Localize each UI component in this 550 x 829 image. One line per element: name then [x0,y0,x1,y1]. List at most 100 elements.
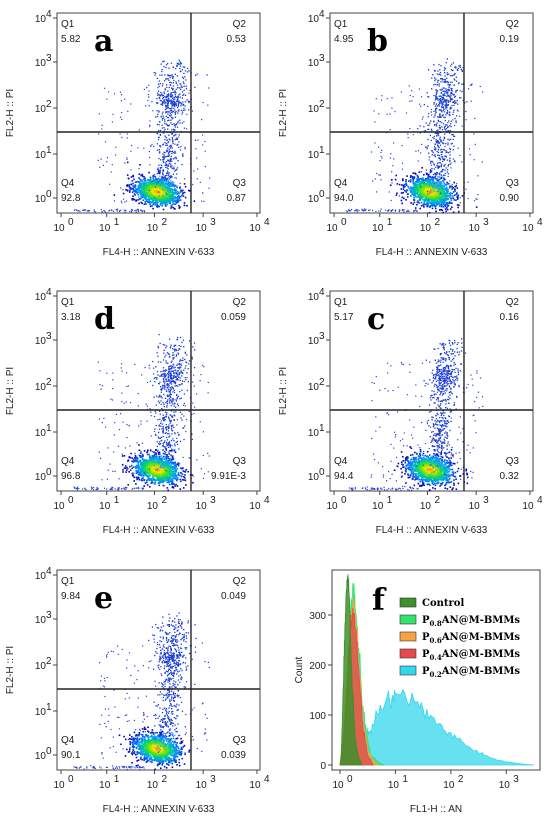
data-point [420,181,423,184]
data-point [420,196,422,198]
data-point [442,158,444,160]
data-point [167,113,169,115]
data-point [155,179,157,182]
data-point [176,199,178,201]
data-point [143,485,145,487]
data-point [139,198,141,200]
data-point [140,183,143,186]
data-point [435,92,438,94]
data-point [175,483,177,486]
data-point [170,82,172,84]
x-tick-label: 10 [147,223,159,234]
data-point [462,99,464,101]
data-point [171,74,173,76]
data-point [149,181,152,183]
data-point [452,197,455,199]
y-axis-title: FL2-H :: PI [5,89,16,137]
data-point [427,175,430,178]
data-point [440,174,442,176]
data-point [439,113,441,115]
data-point [167,107,169,109]
y-tick-exponent: 1 [319,145,325,156]
data-point [444,172,446,174]
data-point [413,189,416,192]
data-point [162,101,164,104]
data-point [170,176,172,178]
data-point [423,194,425,196]
data-point [174,113,176,115]
data-point [122,192,125,195]
data-point [442,178,444,180]
data-point [439,176,441,179]
data-point [161,103,163,105]
data-point [433,103,435,105]
data-point [143,180,145,182]
data-point [440,140,443,143]
data-point [170,158,172,160]
data-point [401,144,403,147]
data-point [162,186,164,189]
data-point [425,169,427,171]
data-point [356,209,358,211]
data-point [440,196,443,198]
data-point [434,182,436,185]
data-point [440,149,442,151]
data-point [151,179,154,182]
data-point [166,487,169,489]
data-point [413,198,415,201]
data-point [151,459,153,461]
data-point [444,81,447,83]
data-point [440,109,442,112]
data-point [121,463,124,466]
data-point [98,113,100,115]
data-point [446,103,448,105]
data-point [437,187,439,189]
data-point [423,178,425,181]
data-point [437,183,439,186]
data-point [441,126,443,128]
data-point [148,469,151,472]
data-point [440,188,442,191]
data-point [163,179,166,182]
x-tick-exponent: 4 [264,217,270,228]
data-point [153,186,155,189]
data-point [444,187,447,190]
data-point [173,189,176,191]
data-point [156,203,158,205]
data-point [437,185,439,188]
data-point [171,160,173,162]
data-point [148,182,151,185]
data-point [436,191,438,194]
data-point [140,174,142,177]
data-point [440,193,443,196]
data-point [127,484,129,486]
data-point [177,122,179,124]
data-point [136,199,138,201]
data-point [433,182,435,184]
data-point [171,482,173,485]
data-point [378,146,380,148]
data-point [437,154,439,156]
data-point [143,178,145,180]
data-point [442,87,444,89]
data-point [149,198,152,200]
data-point [438,95,440,97]
data-point [409,176,412,179]
data-point [441,187,443,189]
data-point [167,62,169,65]
data-point [146,192,148,195]
data-point [131,188,134,190]
data-point [183,127,186,129]
data-point [452,113,454,116]
data-point [178,100,180,102]
data-point [108,91,110,93]
data-point [451,142,453,145]
data-point [430,182,432,184]
data-point [407,209,409,211]
data-point [440,89,442,91]
data-point [429,190,432,193]
data-point [422,196,424,199]
data-point [401,196,404,199]
data-point [167,472,169,474]
